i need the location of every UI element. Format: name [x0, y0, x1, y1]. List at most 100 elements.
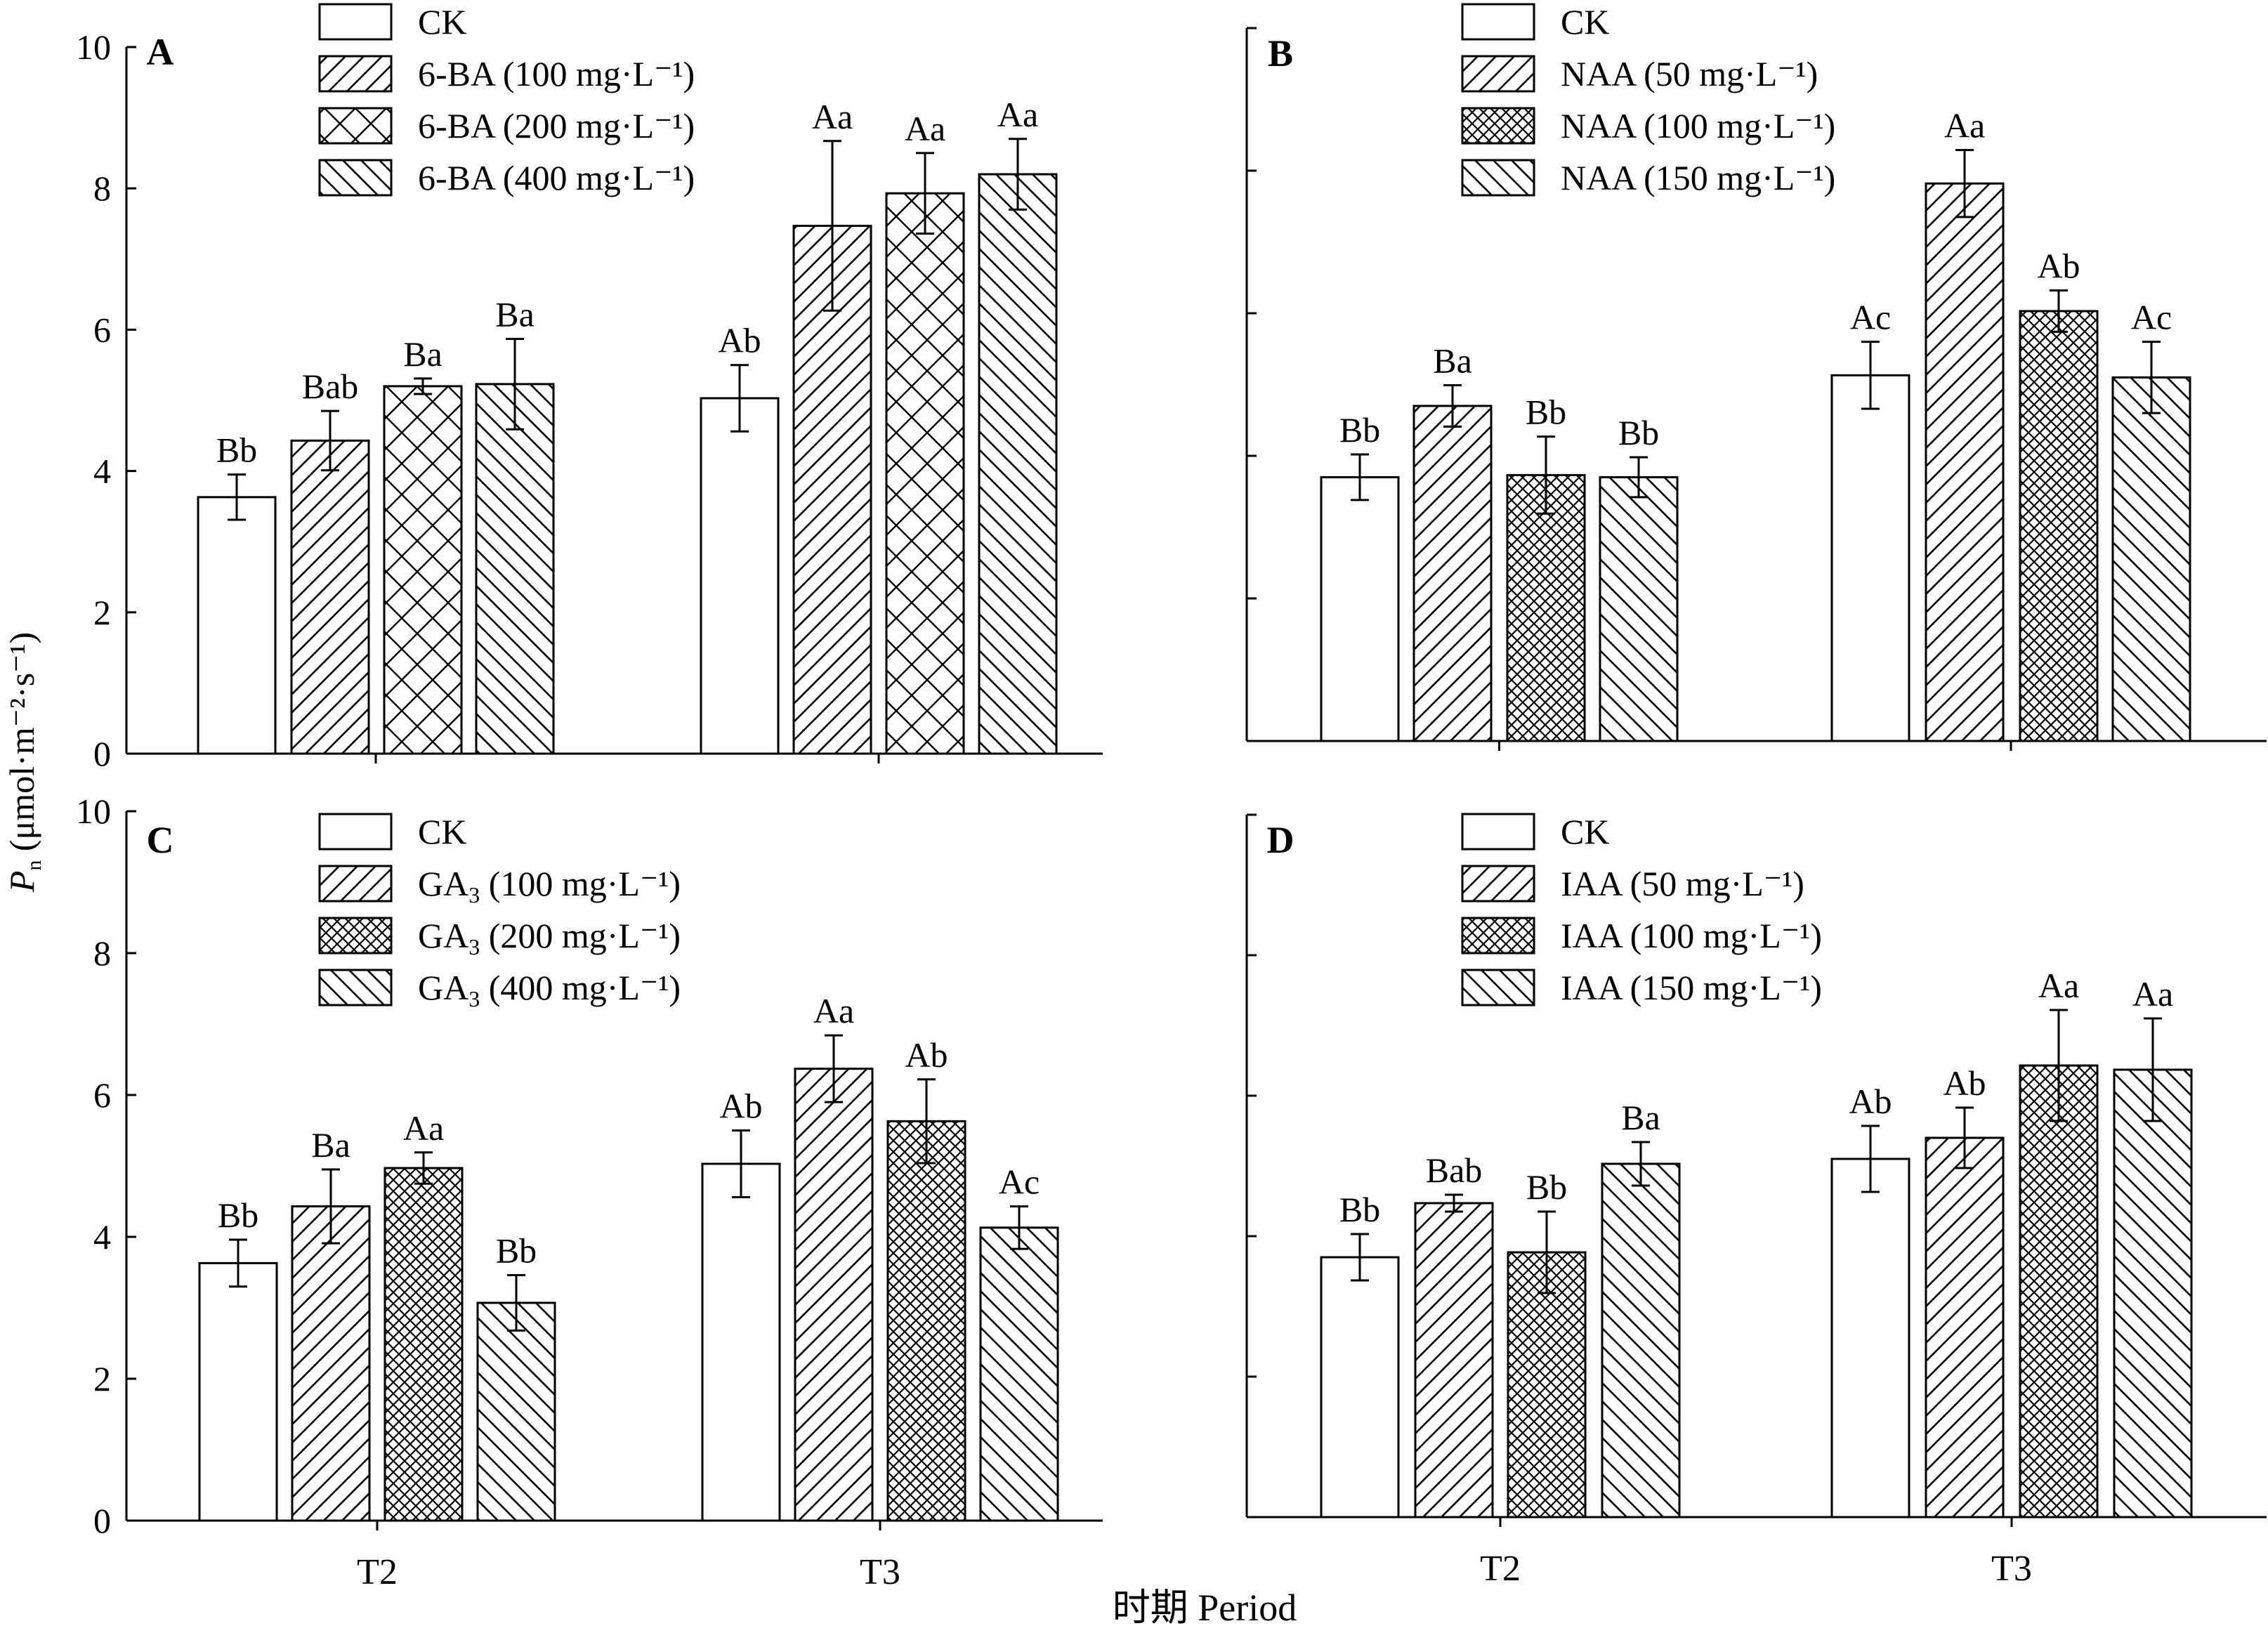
significance-label: Ab	[1943, 1063, 1986, 1103]
y-tick-label: 2	[93, 1359, 111, 1398]
legend-swatch	[1461, 107, 1535, 145]
bar	[1830, 374, 1910, 742]
significance-label: Aa	[2132, 974, 2173, 1014]
x-tick-label: T3	[1991, 1549, 2032, 1589]
legend-label: NAA (50 mg·L⁻¹)	[1561, 54, 1818, 93]
legend-swatch	[1461, 159, 1535, 197]
legend-swatch	[1461, 917, 1535, 955]
significance-label: Aa	[997, 95, 1038, 134]
significance-label: Bb	[216, 431, 257, 470]
legend-swatch	[1461, 813, 1535, 851]
y-tick-label: 10	[76, 27, 111, 67]
significance-label: Ac	[999, 1162, 1040, 1202]
significance-label: Ac	[2131, 298, 2172, 337]
y-tick-label: 4	[93, 452, 111, 491]
significance-label: Bb	[1339, 1190, 1380, 1229]
panel-b: Bb Ac Ba Aa Bb Ab Bb Ac CK NAA (50 mg·L⁻¹) NAA (10…	[1245, 2, 2267, 751]
bar	[475, 383, 555, 755]
legend-swatch	[1461, 865, 1535, 903]
bar	[978, 173, 1058, 755]
bar	[1830, 1157, 1910, 1519]
bar	[1320, 476, 1400, 742]
legend-swatch	[318, 813, 393, 851]
legend-label: NAA (150 mg·L⁻¹)	[1561, 158, 1835, 197]
bar	[476, 1301, 556, 1522]
significance-label: Aa	[905, 109, 945, 148]
legend-swatch	[318, 865, 393, 903]
legend-label: IAA (100 mg·L⁻¹)	[1561, 916, 1822, 955]
legend-label: CK	[418, 2, 466, 41]
significance-label: Bb	[1618, 413, 1659, 452]
bar	[1320, 1256, 1400, 1519]
y-tick-label: 8	[93, 169, 111, 208]
bar	[1925, 182, 2005, 742]
panel-d: T2 T3 Bb Ab Bab Ab Bb Aa Ba Aa CK IAA (50 mg·L⁻¹) IA…	[1245, 812, 2267, 1589]
bar	[885, 192, 965, 755]
y-tick-label: 10	[76, 792, 111, 831]
bar	[701, 1162, 781, 1522]
significance-label: Bb	[1339, 410, 1380, 450]
significance-label: Ba	[495, 294, 535, 334]
bar	[2019, 310, 2099, 742]
x-tick-label: T2	[357, 1552, 398, 1592]
bar	[700, 397, 780, 755]
y-tick-label: 0	[93, 734, 111, 773]
legend-label: 6-BA (400 mg·L⁻¹)	[418, 158, 695, 197]
bar	[1412, 405, 1493, 742]
significance-label: Ac	[1850, 298, 1891, 337]
legend-label: IAA (50 mg·L⁻¹)	[1561, 864, 1804, 903]
panel-label: C	[147, 819, 174, 861]
bar	[291, 1205, 371, 1522]
bar	[794, 1068, 874, 1522]
legend-swatch	[1461, 55, 1535, 93]
legend-swatch	[318, 969, 393, 1006]
legend-label: 6-BA (200 mg·L⁻¹)	[418, 106, 695, 145]
bar	[198, 1261, 278, 1522]
significance-label: Aa	[813, 991, 854, 1030]
legend-label: CK	[418, 812, 466, 851]
legend-label: GA3 (100 mg·L⁻¹)	[418, 864, 681, 907]
y-tick-label: 6	[93, 310, 111, 349]
legend-label: NAA (100 mg·L⁻¹)	[1561, 106, 1835, 145]
significance-label: Bb	[218, 1195, 258, 1235]
y-tick-label: 8	[93, 933, 111, 973]
significance-label: Aa	[812, 97, 853, 136]
legend-label: IAA (150 mg·L⁻¹)	[1561, 968, 1822, 1007]
x-axis-label: 时期 Period	[1113, 1587, 1297, 1629]
bar	[2019, 1064, 2099, 1519]
y-tick-label: 0	[93, 1501, 111, 1540]
bar	[2111, 376, 2191, 742]
legend-label: 6-BA (100 mg·L⁻¹)	[418, 54, 695, 93]
significance-label: Bab	[302, 367, 359, 406]
significance-label: Aa	[2038, 966, 2079, 1005]
legend-label: CK	[1561, 2, 1609, 41]
y-axis-label: Pn (μmol·m⁻²·s⁻¹)	[2, 632, 46, 893]
bar	[979, 1226, 1059, 1522]
significance-label: Bb	[1526, 1167, 1567, 1207]
bar	[1601, 1162, 1681, 1519]
bar	[2113, 1068, 2193, 1519]
significance-label: Ba	[1433, 341, 1472, 381]
significance-label: Ab	[1849, 1082, 1892, 1121]
panel-label: D	[1267, 819, 1294, 861]
significance-label: Aa	[403, 1108, 444, 1148]
legend-swatch	[318, 55, 393, 93]
significance-label: Bb	[496, 1231, 537, 1271]
significance-label: Ab	[2037, 247, 2080, 286]
significance-label: Aa	[1944, 106, 1985, 145]
legend-label: GA3 (400 mg·L⁻¹)	[418, 968, 681, 1011]
bar	[1506, 473, 1586, 742]
bar	[886, 1120, 966, 1522]
legend-swatch	[318, 917, 393, 955]
bar	[1599, 476, 1679, 742]
legend-label: GA3 (200 mg·L⁻¹)	[418, 916, 681, 959]
legend-swatch	[318, 107, 393, 145]
bar	[197, 496, 277, 755]
bar	[290, 439, 370, 755]
panel-label: A	[147, 31, 174, 73]
legend-swatch	[318, 3, 393, 41]
legend-swatch	[318, 159, 393, 197]
panel-label: B	[1268, 32, 1293, 74]
significance-label: Bb	[1526, 393, 1566, 432]
bar	[1414, 1202, 1494, 1519]
